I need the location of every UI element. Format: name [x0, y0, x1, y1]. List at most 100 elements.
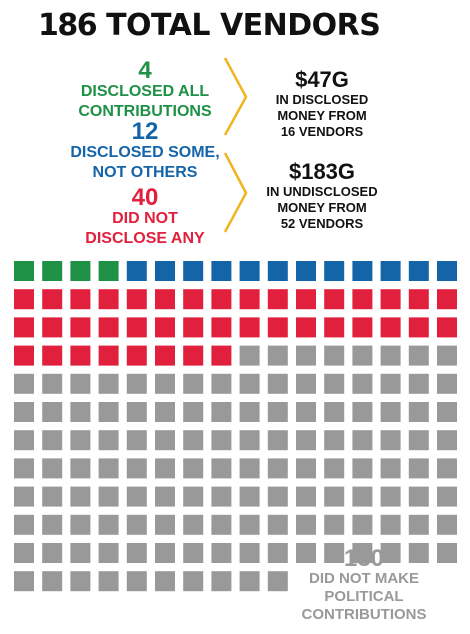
waffle-square-4 — [155, 514, 175, 535]
bracket-icon — [223, 57, 248, 233]
waffle-square-4 — [296, 486, 316, 507]
waffle-square-4 — [211, 373, 232, 394]
waffle-square-4 — [126, 514, 147, 535]
waffle-square-3 — [70, 345, 91, 366]
waffle-square-4 — [42, 402, 63, 422]
waffle-square-3 — [14, 345, 34, 366]
money-line: 16 VENDORS — [280, 124, 364, 139]
waffle-square-4 — [239, 458, 260, 479]
waffle-square-4 — [183, 543, 204, 563]
waffle-square-4 — [324, 345, 345, 366]
money-disclosed: $47G IN DISCLOSED MONEY FROM 16 VENDORS — [252, 68, 392, 140]
waffle-square-4 — [70, 571, 91, 592]
waffle-square-4 — [183, 486, 204, 507]
waffle-square-3 — [352, 317, 373, 338]
waffle-square-4 — [98, 571, 119, 592]
waffle-square-4 — [380, 430, 401, 451]
waffle-square-4 — [267, 486, 288, 507]
waffle-square-4 — [239, 543, 260, 563]
waffle-square-3 — [155, 317, 175, 338]
waffle-square-4 — [408, 373, 429, 394]
waffle-square-4 — [126, 486, 147, 507]
waffle-square-3 — [155, 289, 175, 310]
waffle-square-1 — [42, 261, 63, 281]
waffle-square-4 — [42, 430, 63, 451]
waffle-square-4 — [42, 571, 63, 592]
waffle-square-4 — [239, 402, 260, 422]
waffle-square-4 — [183, 571, 204, 592]
waffle-square-2 — [296, 261, 316, 281]
waffle-square-4 — [437, 543, 457, 563]
waffle-square-4 — [42, 486, 63, 507]
money-line: 52 VENDORS — [280, 216, 364, 231]
waffle-square-4 — [70, 486, 91, 507]
waffle-square-4 — [98, 458, 119, 479]
waffle-square-4 — [155, 373, 175, 394]
money-amount: $47G — [295, 67, 349, 92]
waffle-square-4 — [437, 345, 457, 366]
waffle-square-4 — [155, 571, 175, 592]
waffle-square-4 — [296, 402, 316, 422]
waffle-square-4 — [267, 345, 288, 366]
waffle-square-4 — [126, 402, 147, 422]
waffle-square-4 — [14, 486, 34, 507]
waffle-square-3 — [380, 289, 401, 310]
legend-label-line: DID NOT — [112, 210, 178, 227]
waffle-square-3 — [42, 289, 63, 310]
waffle-square-4 — [296, 458, 316, 479]
legend-no-contributions: 130 DID NOT MAKE POLITICAL CONTRIBUTIONS — [298, 547, 430, 624]
waffle-square-4 — [70, 373, 91, 394]
waffle-square-4 — [183, 514, 204, 535]
waffle-square-4 — [437, 402, 457, 422]
waffle-square-2 — [408, 261, 429, 281]
waffle-square-3 — [14, 317, 34, 338]
legend-label-line: POLITICAL — [324, 588, 404, 605]
waffle-square-4 — [155, 543, 175, 563]
legend-label-line: CONTRIBUTIONS — [78, 103, 212, 120]
waffle-square-4 — [267, 514, 288, 535]
waffle-square-4 — [324, 373, 345, 394]
waffle-square-2 — [437, 261, 457, 281]
legend-count: 4 — [138, 57, 152, 84]
waffle-square-4 — [98, 543, 119, 563]
waffle-square-4 — [239, 345, 260, 366]
waffle-square-4 — [324, 543, 345, 563]
waffle-square-4 — [380, 514, 401, 535]
waffle-square-4 — [380, 486, 401, 507]
waffle-square-4 — [267, 430, 288, 451]
waffle-square-4 — [408, 543, 429, 563]
legend-label-line: CONTRIBUTIONS — [301, 606, 427, 623]
legend-count: 12 — [131, 118, 159, 145]
waffle-square-3 — [98, 317, 119, 338]
waffle-square-4 — [296, 373, 316, 394]
waffle-square-2 — [126, 261, 147, 281]
waffle-square-4 — [408, 402, 429, 422]
waffle-square-4 — [408, 514, 429, 535]
waffle-square-4 — [239, 486, 260, 507]
waffle-square-4 — [42, 458, 63, 479]
waffle-square-4 — [352, 514, 373, 535]
waffle-square-4 — [239, 571, 260, 592]
waffle-square-4 — [267, 402, 288, 422]
waffle-square-4 — [267, 458, 288, 479]
waffle-square-3 — [211, 345, 232, 366]
legend-label-line: DISCLOSED ALL — [80, 83, 210, 100]
waffle-square-3 — [408, 289, 429, 310]
waffle-square-4 — [324, 486, 345, 507]
legend-label-line: NOT OTHERS — [92, 164, 198, 181]
legend-label-line: DID NOT MAKE — [309, 570, 419, 587]
waffle-square-4 — [126, 430, 147, 451]
waffle-square-3 — [437, 289, 457, 310]
waffle-square-2 — [380, 261, 401, 281]
waffle-square-3 — [155, 345, 175, 366]
waffle-square-3 — [183, 345, 204, 366]
legend-disclosed-all: 4 DISCLOSED ALL CONTRIBUTIONS — [60, 57, 230, 122]
waffle-square-3 — [183, 289, 204, 310]
waffle-square-4 — [408, 458, 429, 479]
waffle-square-4 — [98, 430, 119, 451]
money-line: IN UNDISCLOSED — [266, 184, 378, 199]
waffle-square-3 — [126, 289, 147, 310]
waffle-square-3 — [296, 289, 316, 310]
waffle-square-4 — [437, 514, 457, 535]
waffle-square-3 — [126, 317, 147, 338]
